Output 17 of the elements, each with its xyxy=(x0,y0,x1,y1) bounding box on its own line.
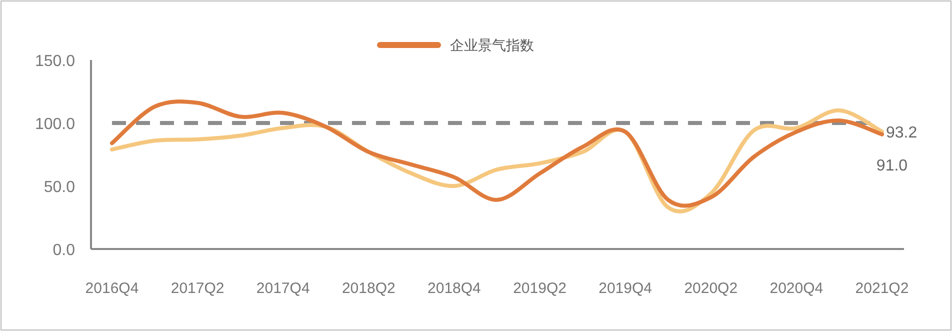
x-tick-label: 2019Q2 xyxy=(513,280,566,297)
x-tick-label: 2017Q2 xyxy=(170,280,224,297)
data-label: 93.2 xyxy=(886,124,918,142)
x-tick-label: 2018Q4 xyxy=(428,280,481,297)
data-label: 91.0 xyxy=(876,157,908,174)
x-tick-label: 2016Q4 xyxy=(85,280,139,297)
y-tick-label: 100.0 xyxy=(34,116,76,133)
x-tick-label: 2018Q2 xyxy=(342,280,396,297)
x-tick-label: 2020Q4 xyxy=(770,280,824,297)
y-tick-label: 150.0 xyxy=(34,53,76,70)
x-tick-label: 2017Q4 xyxy=(256,280,310,297)
y-tick-label: 0.0 xyxy=(52,242,76,259)
y-tick-label: 50.0 xyxy=(44,179,76,196)
legend-label: 企业景气指数 xyxy=(450,37,534,53)
x-tick-label: 2021Q2 xyxy=(855,280,909,297)
x-tick-label: 2020Q2 xyxy=(684,280,738,297)
x-tick-label: 2019Q4 xyxy=(598,280,652,297)
